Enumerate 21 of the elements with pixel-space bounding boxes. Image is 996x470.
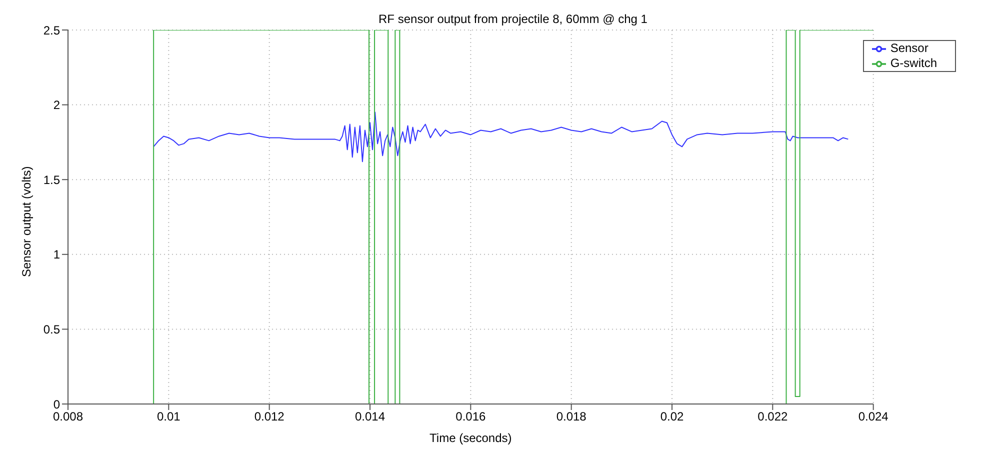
x-tick-label: 0.022 [758,410,788,424]
y-tick-label: 2.5 [43,23,60,38]
x-tick-label: 0.018 [556,410,587,424]
x-tick-label: 0.012 [254,410,285,424]
y-axis-title: Sensor output (volts) [19,166,34,277]
x-tick-label: 0.014 [354,410,386,424]
chart-title: RF sensor output from projectile 8, 60mm @ chg 1 [378,12,648,26]
line-series [153,112,849,162]
y-tick-label: 2 [53,98,60,112]
legend-label: G-switch [890,56,937,70]
x-tick-label: 0.024 [858,410,889,424]
x-axis-title: Time (seconds) [430,431,512,445]
legend-label: Sensor [890,41,928,55]
x-tick-label: 0.008 [52,410,84,424]
y-tick-label: 1 [53,248,60,262]
y-tick-label: 0 [53,397,60,412]
y-tick-label: 0.5 [43,322,60,336]
x-tick-label: 0.02 [660,410,684,424]
x-tick-label: 0.016 [456,410,486,424]
y-tick-label: 1.5 [43,172,60,187]
x-tick-label: 0.01 [156,410,181,424]
